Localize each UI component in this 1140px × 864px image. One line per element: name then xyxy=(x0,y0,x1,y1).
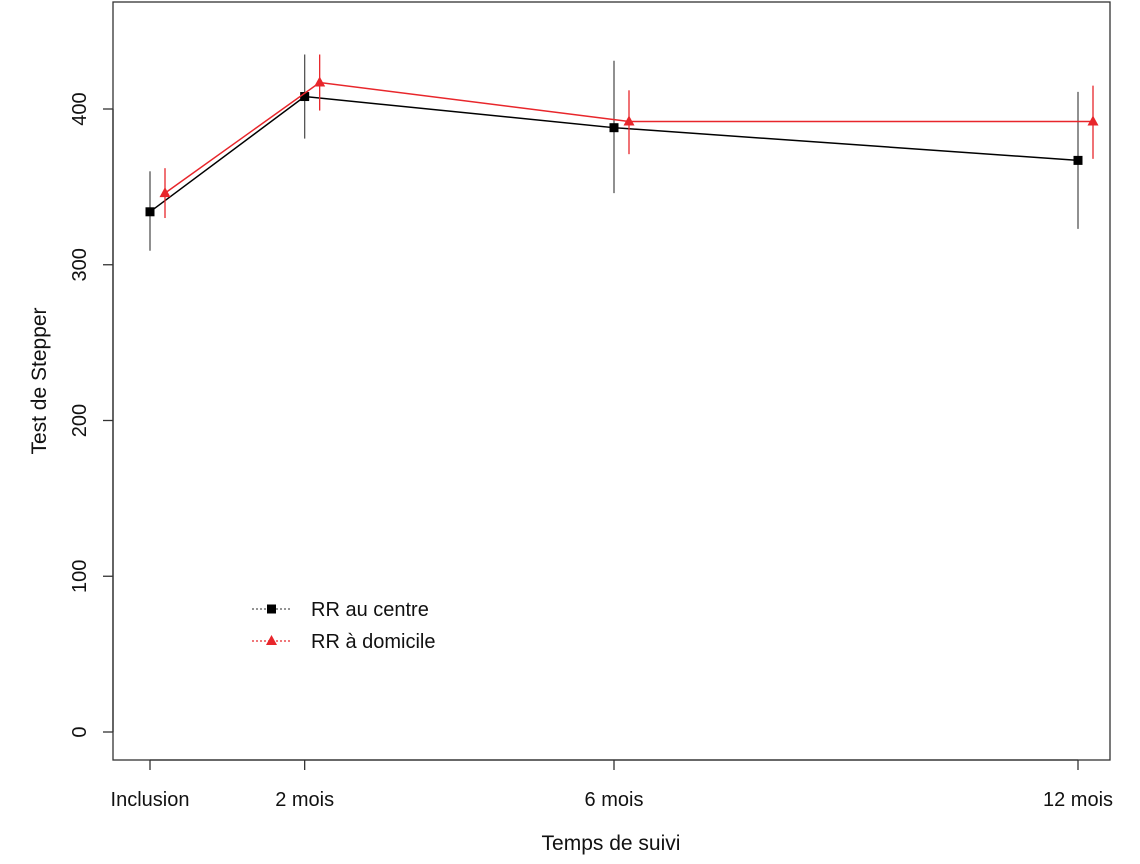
y-axis: 0 100 200 300 400 xyxy=(69,92,113,737)
legend: RR au centre RR à domicile xyxy=(252,599,435,653)
y-tick-label: 400 xyxy=(69,92,91,125)
data-point-triangle xyxy=(314,77,325,87)
y-tick-label: 0 xyxy=(69,726,91,737)
legend-item-1: RR au centre xyxy=(252,599,429,621)
x-tick-label: 2 mois xyxy=(275,789,334,811)
x-tick-label: 12 mois xyxy=(1043,789,1113,811)
legend-marker-square xyxy=(267,605,276,614)
legend-label: RR au centre xyxy=(311,599,429,621)
series-layer xyxy=(146,54,1099,250)
data-point-triangle xyxy=(160,187,171,197)
legend-label: RR à domicile xyxy=(311,631,435,653)
y-tick-label: 100 xyxy=(69,560,91,593)
legend-item-2: RR à domicile xyxy=(252,631,435,653)
legend-marker-triangle xyxy=(266,635,277,645)
data-point-square xyxy=(146,207,155,216)
plot-frame xyxy=(113,2,1110,760)
x-tick-label: Inclusion xyxy=(111,789,190,811)
data-point-square xyxy=(1074,156,1083,165)
x-tick-label: 6 mois xyxy=(585,789,644,811)
y-tick-label: 300 xyxy=(69,248,91,281)
series-2 xyxy=(160,54,1099,218)
series-1 xyxy=(146,54,1083,250)
x-axis-title: Temps de suivi xyxy=(542,832,681,855)
x-axis: Inclusion 2 mois 6 mois 12 mois xyxy=(111,760,1113,811)
data-point-square xyxy=(610,123,619,132)
y-axis-title: Test de Stepper xyxy=(28,307,51,454)
data-point-triangle xyxy=(1088,115,1099,125)
y-tick-label: 200 xyxy=(69,404,91,437)
